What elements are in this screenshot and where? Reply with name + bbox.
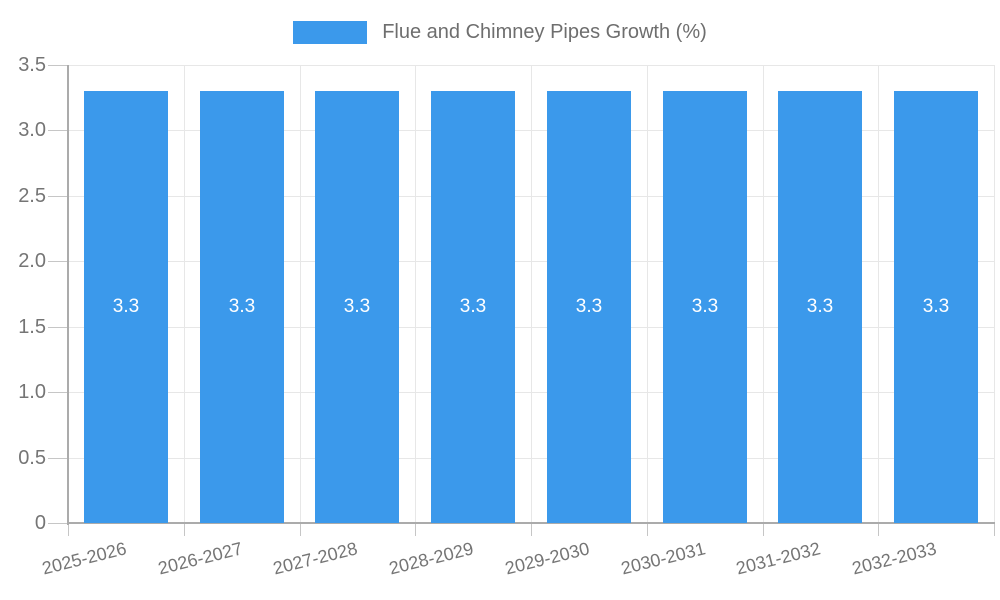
legend-label: Flue and Chimney Pipes Growth (%) [382,21,707,43]
y-axis-line [67,65,69,525]
gridline-vertical [531,65,532,523]
bar: 3.3 [547,91,631,523]
legend-swatch [293,21,368,44]
gridline-vertical [184,65,185,523]
x-axis-tick [763,523,764,536]
bar: 3.3 [894,91,978,523]
y-axis-tick-label: 2.5 [18,185,46,207]
bar: 3.3 [315,91,399,523]
bar-value-label: 3.3 [922,296,950,317]
y-axis-tick-label: 0.5 [18,447,46,469]
gridline-vertical [647,65,648,523]
x-axis-tick [531,523,532,536]
x-axis-tick [300,523,301,536]
bar-value-label: 3.3 [228,296,256,317]
x-axis-tick [647,523,648,536]
bar-value-label: 3.3 [459,296,487,317]
y-axis-tick-label: 1.0 [18,381,46,403]
y-axis-tick [48,458,68,459]
bar-value-label: 3.3 [575,296,603,317]
x-axis-tick [68,523,69,536]
y-axis-tick [48,327,68,328]
y-axis-tick [48,196,68,197]
y-axis-tick [48,523,68,524]
bar: 3.3 [200,91,284,523]
bar-value-label: 3.3 [112,296,140,317]
y-axis-tick [48,261,68,262]
bar-value-label: 3.3 [343,296,371,317]
gridline-vertical [415,65,416,523]
y-axis-tick-label: 3.5 [18,54,46,76]
gridline-vertical [878,65,879,523]
y-axis-tick-label: 3.0 [18,119,46,141]
gridline-vertical [763,65,764,523]
y-axis-tick-label: 0 [34,512,46,534]
gridline-vertical [300,65,301,523]
y-axis-tick [48,65,68,66]
y-axis-tick [48,392,68,393]
bar-value-label: 3.3 [806,296,834,317]
x-axis-line [67,522,995,524]
bar: 3.3 [663,91,747,523]
bar: 3.3 [778,91,862,523]
gridline-vertical [994,65,995,523]
y-axis-tick-label: 1.5 [18,316,46,338]
bar: 3.3 [431,91,515,523]
y-axis-tick-label: 2.0 [18,250,46,272]
x-axis-tick [878,523,879,536]
x-axis-tick [184,523,185,536]
bar-value-label: 3.3 [691,296,719,317]
bar: 3.3 [84,91,168,523]
legend: Flue and Chimney Pipes Growth (%) [0,21,1000,44]
x-axis-tick [994,523,995,536]
x-axis-tick [415,523,416,536]
y-axis-tick [48,130,68,131]
